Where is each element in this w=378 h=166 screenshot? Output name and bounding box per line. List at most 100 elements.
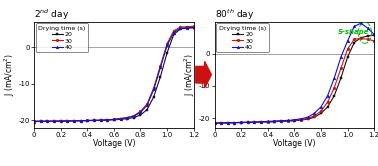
Y-axis label: J (mA/cm$^2$): J (mA/cm$^2$) [183, 53, 197, 96]
30 [239, 121, 243, 123]
40 [45, 120, 50, 122]
X-axis label: Voltage (V): Voltage (V) [93, 139, 135, 148]
40 [312, 112, 317, 114]
30 [112, 118, 116, 120]
20 [272, 121, 277, 123]
30 [85, 120, 90, 122]
30 [138, 110, 143, 112]
30 [319, 110, 323, 112]
40 [285, 119, 290, 121]
20 [232, 122, 237, 124]
Line: 20: 20 [213, 34, 376, 124]
Text: 2$^{nd}$ day: 2$^{nd}$ day [34, 7, 69, 22]
30 [232, 122, 237, 124]
40 [65, 120, 70, 122]
Text: 80$^{th}$ day: 80$^{th}$ day [214, 7, 254, 22]
40 [226, 122, 230, 124]
30 [145, 103, 149, 105]
40 [265, 120, 270, 122]
40 [352, 25, 356, 27]
20 [132, 117, 136, 119]
40 [39, 120, 43, 122]
20 [118, 118, 123, 120]
20 [78, 120, 83, 122]
30 [39, 120, 43, 122]
40 [292, 119, 297, 121]
40 [279, 120, 284, 122]
30 [245, 121, 250, 123]
40 [185, 27, 189, 29]
40 [78, 120, 83, 122]
30 [332, 87, 336, 89]
30 [78, 120, 83, 122]
40 [365, 27, 370, 29]
30 [259, 121, 263, 123]
20 [65, 120, 70, 122]
40 [145, 104, 149, 106]
20 [226, 122, 230, 124]
Legend: 20, 30, 40: 20, 30, 40 [36, 23, 88, 52]
20 [138, 114, 143, 116]
30 [98, 119, 103, 121]
20 [58, 120, 63, 122]
40 [125, 117, 129, 119]
Line: 20: 20 [33, 26, 195, 123]
40 [232, 122, 237, 124]
20 [219, 122, 223, 124]
30 [45, 120, 50, 122]
30 [212, 122, 217, 124]
30 [372, 40, 376, 42]
Y-axis label: J (mA/cm$^2$): J (mA/cm$^2$) [3, 53, 17, 96]
30 [132, 115, 136, 117]
Line: 30: 30 [33, 25, 195, 123]
40 [172, 32, 176, 34]
20 [285, 120, 290, 122]
20 [112, 119, 116, 121]
30 [125, 117, 129, 119]
30 [58, 120, 63, 122]
20 [312, 116, 317, 118]
20 [105, 119, 110, 121]
40 [325, 95, 330, 97]
30 [359, 37, 363, 39]
30 [339, 67, 343, 69]
20 [158, 76, 163, 78]
20 [372, 34, 376, 36]
40 [178, 27, 183, 29]
40 [152, 88, 156, 90]
30 [325, 101, 330, 103]
30 [32, 120, 36, 122]
20 [345, 56, 350, 58]
30 [165, 42, 169, 44]
30 [272, 120, 277, 122]
20 [319, 112, 323, 114]
Legend: 20, 30, 40: 20, 30, 40 [216, 23, 269, 52]
30 [65, 120, 70, 122]
30 [352, 38, 356, 40]
30 [279, 120, 284, 122]
40 [158, 66, 163, 68]
30 [152, 86, 156, 88]
40 [245, 121, 250, 123]
40 [359, 22, 363, 24]
20 [212, 122, 217, 124]
30 [178, 26, 183, 28]
20 [339, 77, 343, 79]
20 [252, 121, 257, 123]
20 [265, 121, 270, 123]
20 [299, 119, 303, 121]
20 [325, 106, 330, 108]
40 [85, 120, 90, 122]
20 [152, 96, 156, 98]
X-axis label: Voltage (V): Voltage (V) [273, 139, 316, 148]
30 [192, 25, 196, 27]
40 [212, 122, 217, 124]
40 [72, 120, 76, 122]
20 [279, 120, 284, 122]
40 [98, 119, 103, 121]
30 [305, 118, 310, 120]
40 [272, 120, 277, 122]
20 [72, 120, 76, 122]
40 [138, 111, 143, 113]
Line: 30: 30 [213, 37, 376, 124]
